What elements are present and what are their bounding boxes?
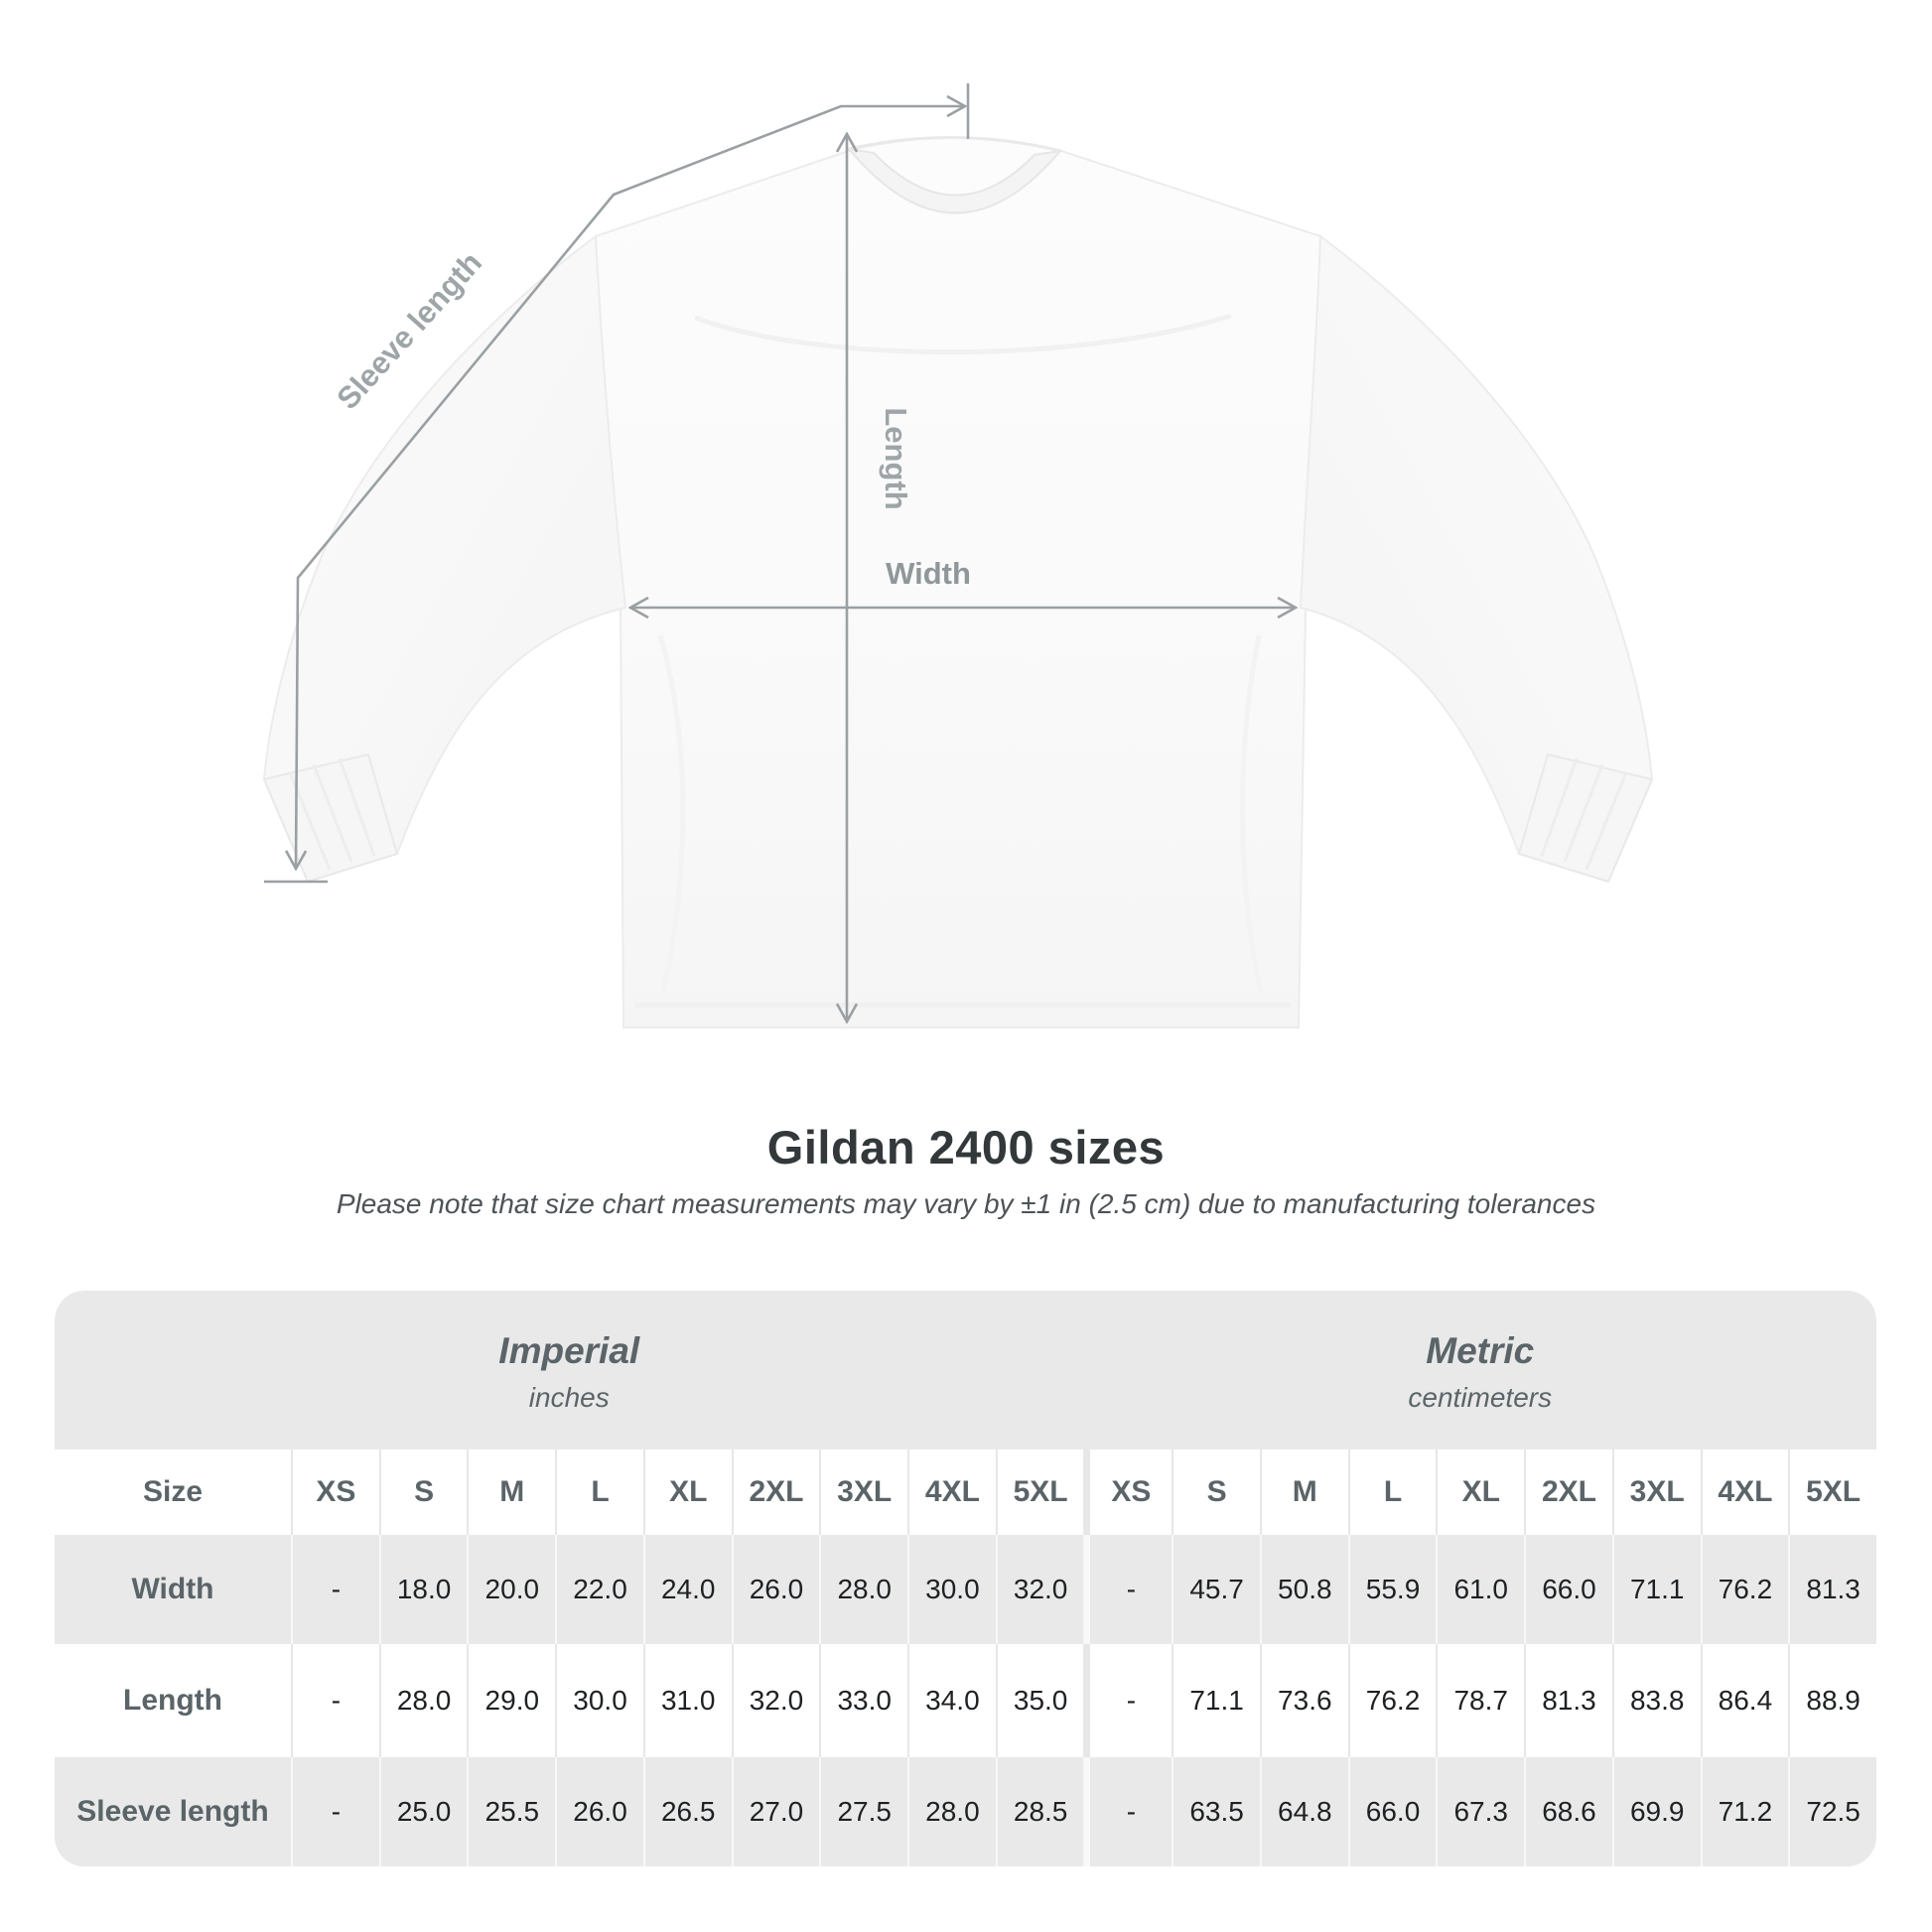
measurement-cell-metric: - [1083, 1757, 1173, 1866]
measurement-cell-metric: 76.2 [1700, 1535, 1789, 1644]
size-col-header-metric: M [1259, 1449, 1348, 1535]
measurement-cell-metric: 86.4 [1700, 1644, 1789, 1757]
size-col-header-imperial: 3XL [819, 1449, 908, 1535]
size-col-header-metric: 2XL [1524, 1449, 1612, 1535]
title-block: Gildan 2400 sizes Please note that size … [0, 1120, 1932, 1220]
measurement-cell-metric: 68.6 [1524, 1757, 1612, 1866]
row-label: Length [55, 1644, 291, 1757]
length-label: Length [879, 407, 913, 509]
measurement-cell-imperial: - [291, 1644, 379, 1757]
size-col-header-imperial: XL [642, 1449, 732, 1535]
measurement-annotations [264, 83, 1295, 1021]
measurement-cell-metric: 71.2 [1700, 1757, 1789, 1866]
measurement-cell-metric: 71.1 [1611, 1535, 1701, 1644]
page-subtitle: Please note that size chart measurements… [336, 1188, 1596, 1219]
measurement-cell-imperial: 32.0 [731, 1644, 820, 1757]
measurement-cell-imperial: 27.5 [819, 1757, 908, 1866]
measurement-cell-imperial: 28.0 [907, 1757, 996, 1866]
measurement-cell-metric: - [1083, 1535, 1173, 1644]
size-col-header-metric: 5XL [1788, 1449, 1876, 1535]
size-col-header-metric: 4XL [1700, 1449, 1789, 1535]
size-col-header-imperial: L [555, 1449, 643, 1535]
size-col-header-imperial: S [378, 1449, 468, 1535]
size-column-header: Size [55, 1449, 291, 1535]
measurement-cell-metric: 55.9 [1347, 1535, 1437, 1644]
page-title: Gildan 2400 sizes [766, 1121, 1166, 1173]
measurement-cell-metric: 61.0 [1436, 1535, 1525, 1644]
size-table: Imperial inches Metric centimeters Size X… [55, 1291, 1876, 1866]
size-col-header-metric: XL [1436, 1449, 1525, 1535]
measurement-cell-metric: 83.8 [1611, 1644, 1701, 1757]
measurement-cell-imperial: - [291, 1757, 379, 1866]
row-label: Sleeve length [55, 1757, 291, 1866]
measurement-cell-imperial: - [291, 1535, 379, 1644]
measurement-cell-metric: 69.9 [1611, 1757, 1701, 1866]
measurement-cell-imperial: 25.0 [378, 1757, 468, 1866]
size-col-header-imperial: 5XL [995, 1449, 1084, 1535]
measurement-cell-imperial: 28.5 [995, 1757, 1084, 1866]
measurement-cell-imperial: 28.0 [378, 1644, 468, 1757]
measurement-cell-metric: 72.5 [1788, 1757, 1876, 1866]
measurement-cell-metric: 50.8 [1259, 1535, 1348, 1644]
measurement-cell-metric: 45.7 [1172, 1535, 1260, 1644]
size-col-header-metric: XS [1083, 1449, 1173, 1535]
measurement-cell-imperial: 30.0 [555, 1644, 643, 1757]
measurement-cell-imperial: 28.0 [819, 1535, 908, 1644]
size-col-header-imperial: M [467, 1449, 556, 1535]
measurement-cell-metric: 67.3 [1436, 1757, 1525, 1866]
measurement-cell-metric: 73.6 [1259, 1644, 1348, 1757]
measurement-cell-imperial: 20.0 [467, 1535, 556, 1644]
measurement-cell-imperial: 26.0 [555, 1757, 643, 1866]
measurement-cell-imperial: 31.0 [642, 1644, 732, 1757]
size-col-header-metric: S [1172, 1449, 1260, 1535]
sleeve-length-line [296, 106, 964, 868]
measurement-cell-metric: - [1083, 1644, 1173, 1757]
width-label: Width [886, 556, 971, 591]
measurement-cell-imperial: 35.0 [995, 1644, 1084, 1757]
row-label: Width [55, 1535, 291, 1644]
measurement-cell-metric: 76.2 [1347, 1644, 1437, 1757]
measurement-cell-imperial: 24.0 [642, 1535, 732, 1644]
measurement-cell-metric: 71.1 [1172, 1644, 1260, 1757]
unit-group-band: Imperial inches Metric centimeters [55, 1291, 1876, 1449]
size-col-header-imperial: 2XL [731, 1449, 820, 1535]
measurement-cell-metric: 64.8 [1259, 1757, 1348, 1866]
measurement-cell-metric: 63.5 [1172, 1757, 1260, 1866]
size-col-header-imperial: 4XL [907, 1449, 996, 1535]
measurement-cell-imperial: 32.0 [995, 1535, 1084, 1644]
measurement-cell-imperial: 26.5 [642, 1757, 732, 1866]
measurement-cell-metric: 81.3 [1788, 1535, 1876, 1644]
size-col-header-imperial: XS [291, 1449, 379, 1535]
measurement-cell-metric: 66.0 [1347, 1757, 1437, 1866]
measurement-cell-imperial: 18.0 [378, 1535, 468, 1644]
measurement-cell-metric: 78.7 [1436, 1644, 1525, 1757]
measurement-cell-imperial: 34.0 [907, 1644, 996, 1757]
measurement-cell-imperial: 33.0 [819, 1644, 908, 1757]
imperial-unit-label: inches [528, 1382, 610, 1413]
measurement-cell-imperial: 27.0 [731, 1757, 820, 1866]
metric-group-header: Metric centimeters [1084, 1291, 1877, 1449]
metric-label: Metric [1426, 1330, 1535, 1371]
shirt-right-cuff [1517, 753, 1654, 884]
size-col-header-metric: 3XL [1611, 1449, 1701, 1535]
imperial-label: Imperial [498, 1330, 640, 1371]
measurement-cell-imperial: 30.0 [907, 1535, 996, 1644]
measurement-cell-imperial: 22.0 [555, 1535, 643, 1644]
size-grid: Size XS S M L XL 2XL 3XL 4XL 5XL XS S M L XL 2XL 3XL 4XL 5… [55, 1449, 1876, 1866]
imperial-group-header: Imperial inches [55, 1291, 1084, 1449]
measurement-cell-imperial: 29.0 [467, 1644, 556, 1757]
measurement-cell-metric: 66.0 [1524, 1535, 1612, 1644]
measurement-cell-imperial: 25.5 [467, 1757, 556, 1866]
shirt-diagram: Sleeve length Length Width [262, 83, 1654, 1029]
measurement-cell-metric: 88.9 [1788, 1644, 1876, 1757]
metric-unit-label: centimeters [1408, 1382, 1553, 1413]
size-col-header-metric: L [1347, 1449, 1437, 1535]
measurement-cell-imperial: 26.0 [731, 1535, 820, 1644]
measurement-cell-metric: 81.3 [1524, 1644, 1612, 1757]
